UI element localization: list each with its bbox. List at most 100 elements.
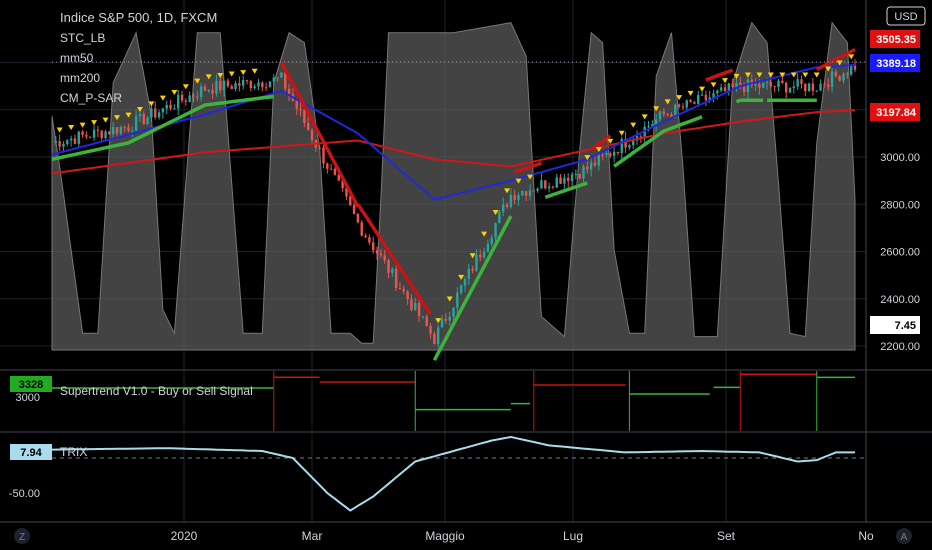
sar-segment-5 <box>544 181 588 199</box>
candle-body <box>444 318 448 321</box>
signal-triangle <box>710 82 717 88</box>
candle <box>142 111 145 125</box>
candle <box>773 85 776 93</box>
signal-triangle <box>664 99 671 105</box>
candle <box>589 157 593 177</box>
currency-button[interactable] <box>886 6 926 26</box>
candle-body <box>146 117 149 125</box>
candle <box>131 126 134 138</box>
candle <box>777 78 780 92</box>
candle <box>249 80 253 92</box>
candle-body <box>203 86 207 91</box>
candle-body <box>739 82 742 87</box>
candle <box>284 70 287 92</box>
candle <box>108 131 111 136</box>
signal-triangle <box>526 174 533 180</box>
candle <box>521 190 524 197</box>
candle-body <box>157 112 161 118</box>
candle <box>819 79 822 92</box>
price-label-box-1 <box>870 54 920 72</box>
candle <box>379 248 383 258</box>
signal-triangle <box>584 155 591 161</box>
candle-body <box>352 205 356 214</box>
zoom-button[interactable] <box>14 528 30 544</box>
time-axis[interactable]: 2020 Mar Maggio Lug Set No <box>171 529 874 543</box>
candle <box>735 77 738 93</box>
candle-body <box>777 80 780 87</box>
candle-body <box>77 131 80 144</box>
candle-body <box>96 129 100 131</box>
supertrend-label[interactable]: Supertrend V1.0 - Buy or Sell Signal <box>60 384 253 398</box>
candle-body <box>257 82 260 87</box>
trix-line <box>52 435 855 512</box>
candle <box>69 135 73 147</box>
candle <box>272 73 275 85</box>
candle-body <box>693 102 696 104</box>
candle <box>310 128 314 145</box>
candle <box>192 92 195 103</box>
candle <box>414 297 417 311</box>
signal-triangle <box>56 127 63 133</box>
candle-body <box>192 95 195 97</box>
candle <box>578 173 581 180</box>
indicator-stc[interactable]: STC_LB <box>60 31 105 45</box>
signal-triangle <box>790 72 797 78</box>
candle <box>834 69 838 78</box>
candle <box>567 173 570 188</box>
candle-body <box>89 136 92 138</box>
trix-label[interactable]: TRIX <box>60 445 87 459</box>
candle-body <box>811 83 815 91</box>
candle <box>268 81 272 88</box>
signal-triangle <box>136 106 143 112</box>
signal-triangle <box>251 68 258 74</box>
signal-triangle <box>469 253 476 259</box>
candle <box>199 82 203 102</box>
candle-body <box>211 90 214 94</box>
signal-triangle <box>676 95 683 101</box>
candle <box>440 314 444 328</box>
candle-body <box>402 288 405 292</box>
candle-body <box>662 111 666 115</box>
candle <box>727 82 731 96</box>
candle <box>368 234 371 245</box>
candle <box>704 90 708 107</box>
candle <box>849 65 853 77</box>
candle <box>123 125 126 133</box>
candle-body <box>295 100 298 109</box>
indicator-mm200[interactable]: mm200 <box>60 71 100 85</box>
candle <box>681 103 685 110</box>
candle <box>528 184 532 201</box>
sar-segment-2 <box>356 203 433 316</box>
auto-scale-button[interactable] <box>896 528 912 544</box>
candle <box>394 265 398 292</box>
candle <box>456 287 459 315</box>
candle <box>823 81 826 88</box>
candle-body <box>524 191 528 196</box>
sar-segment-0 <box>51 94 275 162</box>
price-tick-1: 2400.00 <box>880 294 920 306</box>
candle <box>532 190 535 192</box>
candle-body <box>670 114 673 118</box>
candle <box>89 136 92 139</box>
price-tick-0: 2200.00 <box>880 341 920 353</box>
signal-triangle <box>744 72 751 78</box>
candle-body <box>222 80 226 91</box>
candle <box>234 80 237 92</box>
candle-body <box>62 143 65 147</box>
time-tick-0: 2020 <box>171 529 198 543</box>
candle-body <box>563 177 566 184</box>
indicator-mm50[interactable]: mm50 <box>60 51 94 65</box>
zoom-button-label: Z <box>19 532 25 543</box>
price-label-box-2 <box>870 103 920 121</box>
candle-body <box>184 100 188 102</box>
candle-body <box>276 77 279 79</box>
price-label-box-0 <box>870 30 920 48</box>
candle <box>433 331 436 345</box>
candle <box>697 90 700 107</box>
candle-body <box>505 204 509 208</box>
indicator-psar[interactable]: CM_P-SAR <box>60 91 122 105</box>
candle-body <box>284 72 287 89</box>
